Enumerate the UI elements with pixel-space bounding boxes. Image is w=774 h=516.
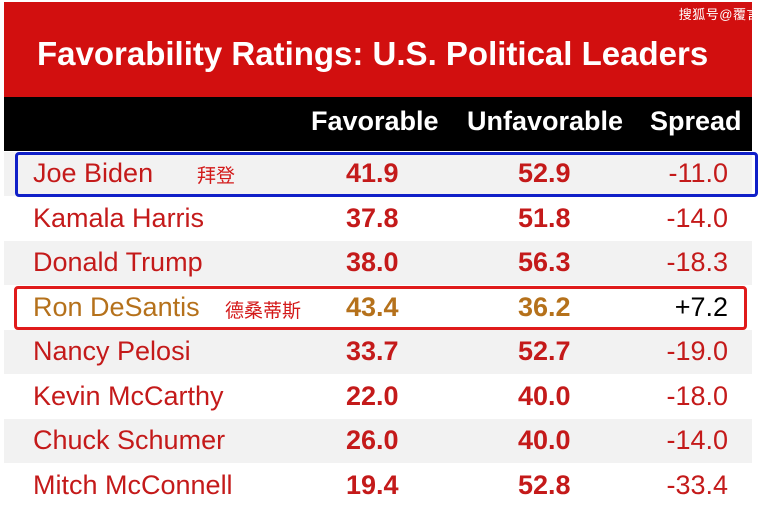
unfavorable-value: 51.8 xyxy=(518,203,571,233)
spread-value: -14.0 xyxy=(666,203,728,233)
spread-value: -14.0 xyxy=(666,425,728,455)
leader-name: Kevin McCarthy xyxy=(33,381,224,411)
favorable-value: 41.9 xyxy=(346,158,399,188)
table-row: Chuck Schumer 26.0 40.0 -14.0 xyxy=(4,419,752,463)
unfavorable-value: 52.9 xyxy=(518,158,571,188)
watermark: 搜狐号@覆言 xyxy=(678,7,760,22)
leader-name: Kamala Harris xyxy=(33,203,205,233)
unfavorable-value: 36.2 xyxy=(518,292,571,322)
biden-chinese-note: 拜登 xyxy=(197,166,236,187)
leader-name: Chuck Schumer xyxy=(33,425,226,455)
unfavorable-value: 52.8 xyxy=(518,470,571,500)
header-spread: Spread xyxy=(650,106,742,136)
table-row: Ron DeSantis 43.4 36.2 +7.2 xyxy=(4,286,752,330)
favorable-value: 22.0 xyxy=(346,381,399,411)
unfavorable-value: 56.3 xyxy=(518,247,571,277)
favorable-value: 33.7 xyxy=(346,336,399,366)
table-row: Kevin McCarthy 22.0 40.0 -18.0 xyxy=(4,375,752,419)
favorable-value: 26.0 xyxy=(346,425,399,455)
leader-name: Donald Trump xyxy=(33,247,203,277)
leader-name: Nancy Pelosi xyxy=(33,336,191,366)
biden-highlight-box xyxy=(15,152,758,197)
desantis-chinese-note: 德桑蒂斯 xyxy=(225,301,302,322)
table-row: Joe Biden 41.9 52.9 -11.0 xyxy=(4,152,752,196)
table-row: Donald Trump 38.0 56.3 -18.3 xyxy=(4,241,752,285)
header-bar xyxy=(4,97,752,151)
leader-name: Joe Biden xyxy=(33,158,154,188)
title-bar xyxy=(4,2,752,97)
favorable-value: 37.8 xyxy=(346,203,399,233)
unfavorable-value: 40.0 xyxy=(518,425,571,455)
favorable-value: 19.4 xyxy=(346,470,399,500)
unfavorable-value: 40.0 xyxy=(518,381,571,411)
leader-name: Ron DeSantis xyxy=(33,292,200,322)
spread-value: -11.0 xyxy=(668,158,728,188)
header-unfavorable: Unfavorable xyxy=(467,106,624,136)
header-favorable: Favorable xyxy=(311,106,439,136)
favorable-value: 43.4 xyxy=(346,292,399,322)
table-row: Nancy Pelosi 33.7 52.7 -19.0 xyxy=(4,330,752,374)
table-row: Kamala Harris 37.8 51.8 -14.0 xyxy=(4,197,752,241)
desantis-highlight-box xyxy=(14,286,747,330)
table-row: Mitch McConnell 19.4 52.8 -33.4 xyxy=(4,464,752,508)
chart-title: Favorability Ratings: U.S. Political Lea… xyxy=(37,35,709,72)
leader-name: Mitch McConnell xyxy=(33,470,233,500)
spread-value: -33.4 xyxy=(666,470,728,500)
spread-value: -19.0 xyxy=(666,336,728,366)
spread-value: -18.0 xyxy=(666,381,728,411)
favorable-value: 38.0 xyxy=(346,247,399,277)
spread-value: +7.2 xyxy=(674,292,728,322)
spread-value: -18.3 xyxy=(666,247,728,277)
unfavorable-value: 52.7 xyxy=(518,336,571,366)
